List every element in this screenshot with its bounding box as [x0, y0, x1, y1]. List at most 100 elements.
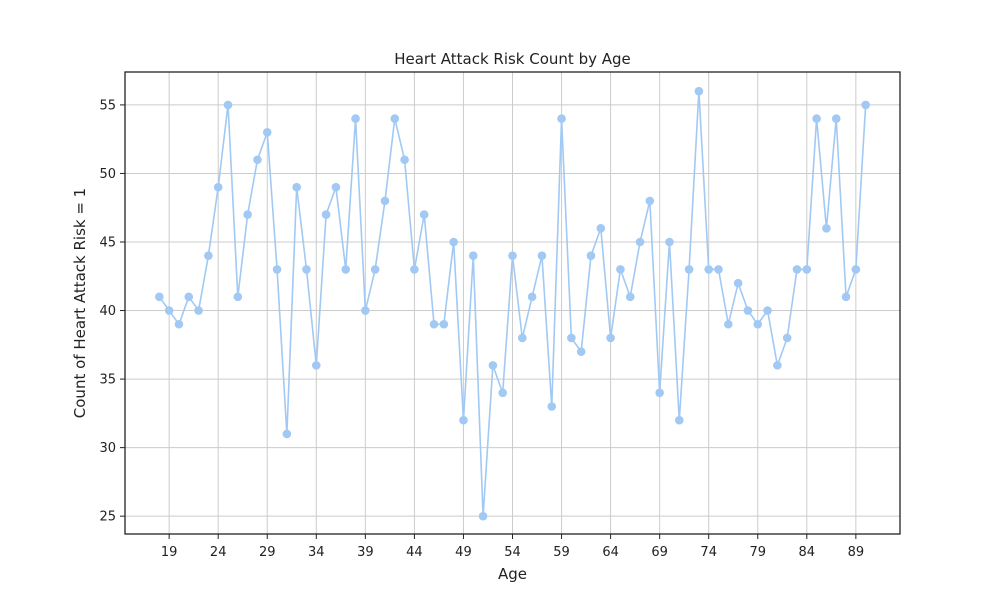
data-point	[282, 429, 292, 439]
data-point	[831, 114, 841, 123]
y-tick-label: 30	[99, 441, 116, 456]
data-point	[174, 319, 184, 329]
x-tick-label: 54	[504, 545, 521, 560]
data-point	[164, 306, 174, 315]
x-axis: 19 24 29 34 39 44 49 54 59 64 69 74 79 84 89	[161, 534, 864, 560]
data-point	[596, 223, 606, 233]
data-point	[439, 319, 449, 329]
x-tick-label: 64	[602, 545, 619, 560]
data-point	[704, 265, 714, 274]
data-point	[449, 237, 458, 247]
data-point	[763, 306, 772, 315]
grid	[125, 72, 900, 534]
x-axis-label: Age	[498, 565, 527, 583]
data-point	[361, 306, 370, 315]
data-point	[557, 114, 566, 123]
x-tick-label: 24	[210, 545, 227, 560]
data-point	[733, 278, 743, 288]
data-point	[390, 114, 400, 123]
data-point	[812, 114, 821, 123]
data-point	[272, 265, 282, 274]
data-point	[351, 114, 360, 123]
x-tick-label: 39	[357, 545, 374, 560]
data-point	[223, 100, 233, 110]
data-point	[743, 306, 753, 315]
x-tick-label: 34	[308, 545, 325, 560]
data-point	[311, 361, 321, 370]
data-point	[518, 333, 527, 343]
data-point	[792, 265, 802, 274]
data-point	[586, 251, 596, 261]
y-tick-label: 35	[99, 373, 116, 388]
data-point	[547, 402, 557, 411]
data-point	[753, 319, 763, 329]
data-point	[527, 292, 537, 302]
data-point	[625, 292, 635, 302]
x-tick-label: 59	[553, 545, 570, 560]
x-tick-label: 49	[455, 545, 472, 560]
x-tick-label: 19	[161, 545, 178, 560]
data-point	[684, 265, 694, 274]
y-axis: 25 30 35 40 45 50 55	[99, 98, 125, 525]
x-tick-label: 79	[749, 545, 766, 560]
data-point	[694, 86, 704, 96]
data-point	[429, 319, 439, 329]
x-tick-label: 44	[406, 545, 423, 560]
data-point	[665, 237, 674, 247]
data-point	[674, 415, 684, 425]
data-point	[419, 210, 429, 219]
data-point	[380, 196, 390, 206]
x-tick-label: 69	[651, 545, 668, 560]
data-point	[302, 265, 311, 274]
data-point	[184, 292, 194, 302]
data-point	[321, 210, 331, 219]
x-tick-label: 84	[799, 545, 816, 560]
data-point	[213, 182, 223, 192]
data-point	[606, 333, 615, 343]
data-point	[194, 306, 203, 315]
data-point	[370, 265, 380, 274]
data-point	[861, 100, 870, 110]
chart-title: Heart Attack Risk Count by Age	[394, 50, 631, 68]
data-point	[616, 265, 625, 274]
data-point	[262, 128, 272, 137]
data-point	[410, 265, 419, 274]
data-point	[802, 265, 812, 274]
data-point	[841, 292, 851, 302]
data-point	[635, 237, 645, 247]
data-point	[851, 265, 861, 274]
data-points	[155, 86, 870, 521]
data-point	[233, 292, 243, 302]
y-tick-label: 45	[99, 235, 116, 250]
data-point	[155, 292, 164, 302]
y-tick-label: 25	[99, 510, 116, 525]
data-point	[488, 361, 498, 370]
y-tick-label: 40	[99, 304, 116, 319]
data-point	[567, 333, 576, 343]
data-point	[822, 223, 831, 233]
data-point	[341, 265, 351, 274]
y-tick-label: 50	[99, 167, 116, 182]
data-point	[645, 196, 655, 206]
x-tick-label: 29	[259, 545, 276, 560]
data-point	[468, 251, 478, 261]
data-point	[459, 415, 468, 425]
data-point	[773, 361, 782, 370]
data-point	[292, 182, 301, 192]
y-tick-label: 55	[99, 98, 116, 113]
data-point	[498, 388, 507, 398]
data-point	[655, 388, 664, 398]
data-point	[576, 347, 586, 356]
y-axis-label: Count of Heart Attack Risk = 1	[71, 188, 89, 418]
data-point	[537, 251, 547, 261]
data-point	[331, 182, 341, 192]
data-point	[508, 251, 517, 261]
x-tick-label: 74	[700, 545, 717, 560]
data-point	[243, 210, 252, 219]
data-point	[478, 511, 488, 521]
data-point	[400, 155, 409, 165]
data-point	[782, 333, 792, 343]
data-point	[204, 251, 213, 261]
data-point	[253, 155, 262, 165]
